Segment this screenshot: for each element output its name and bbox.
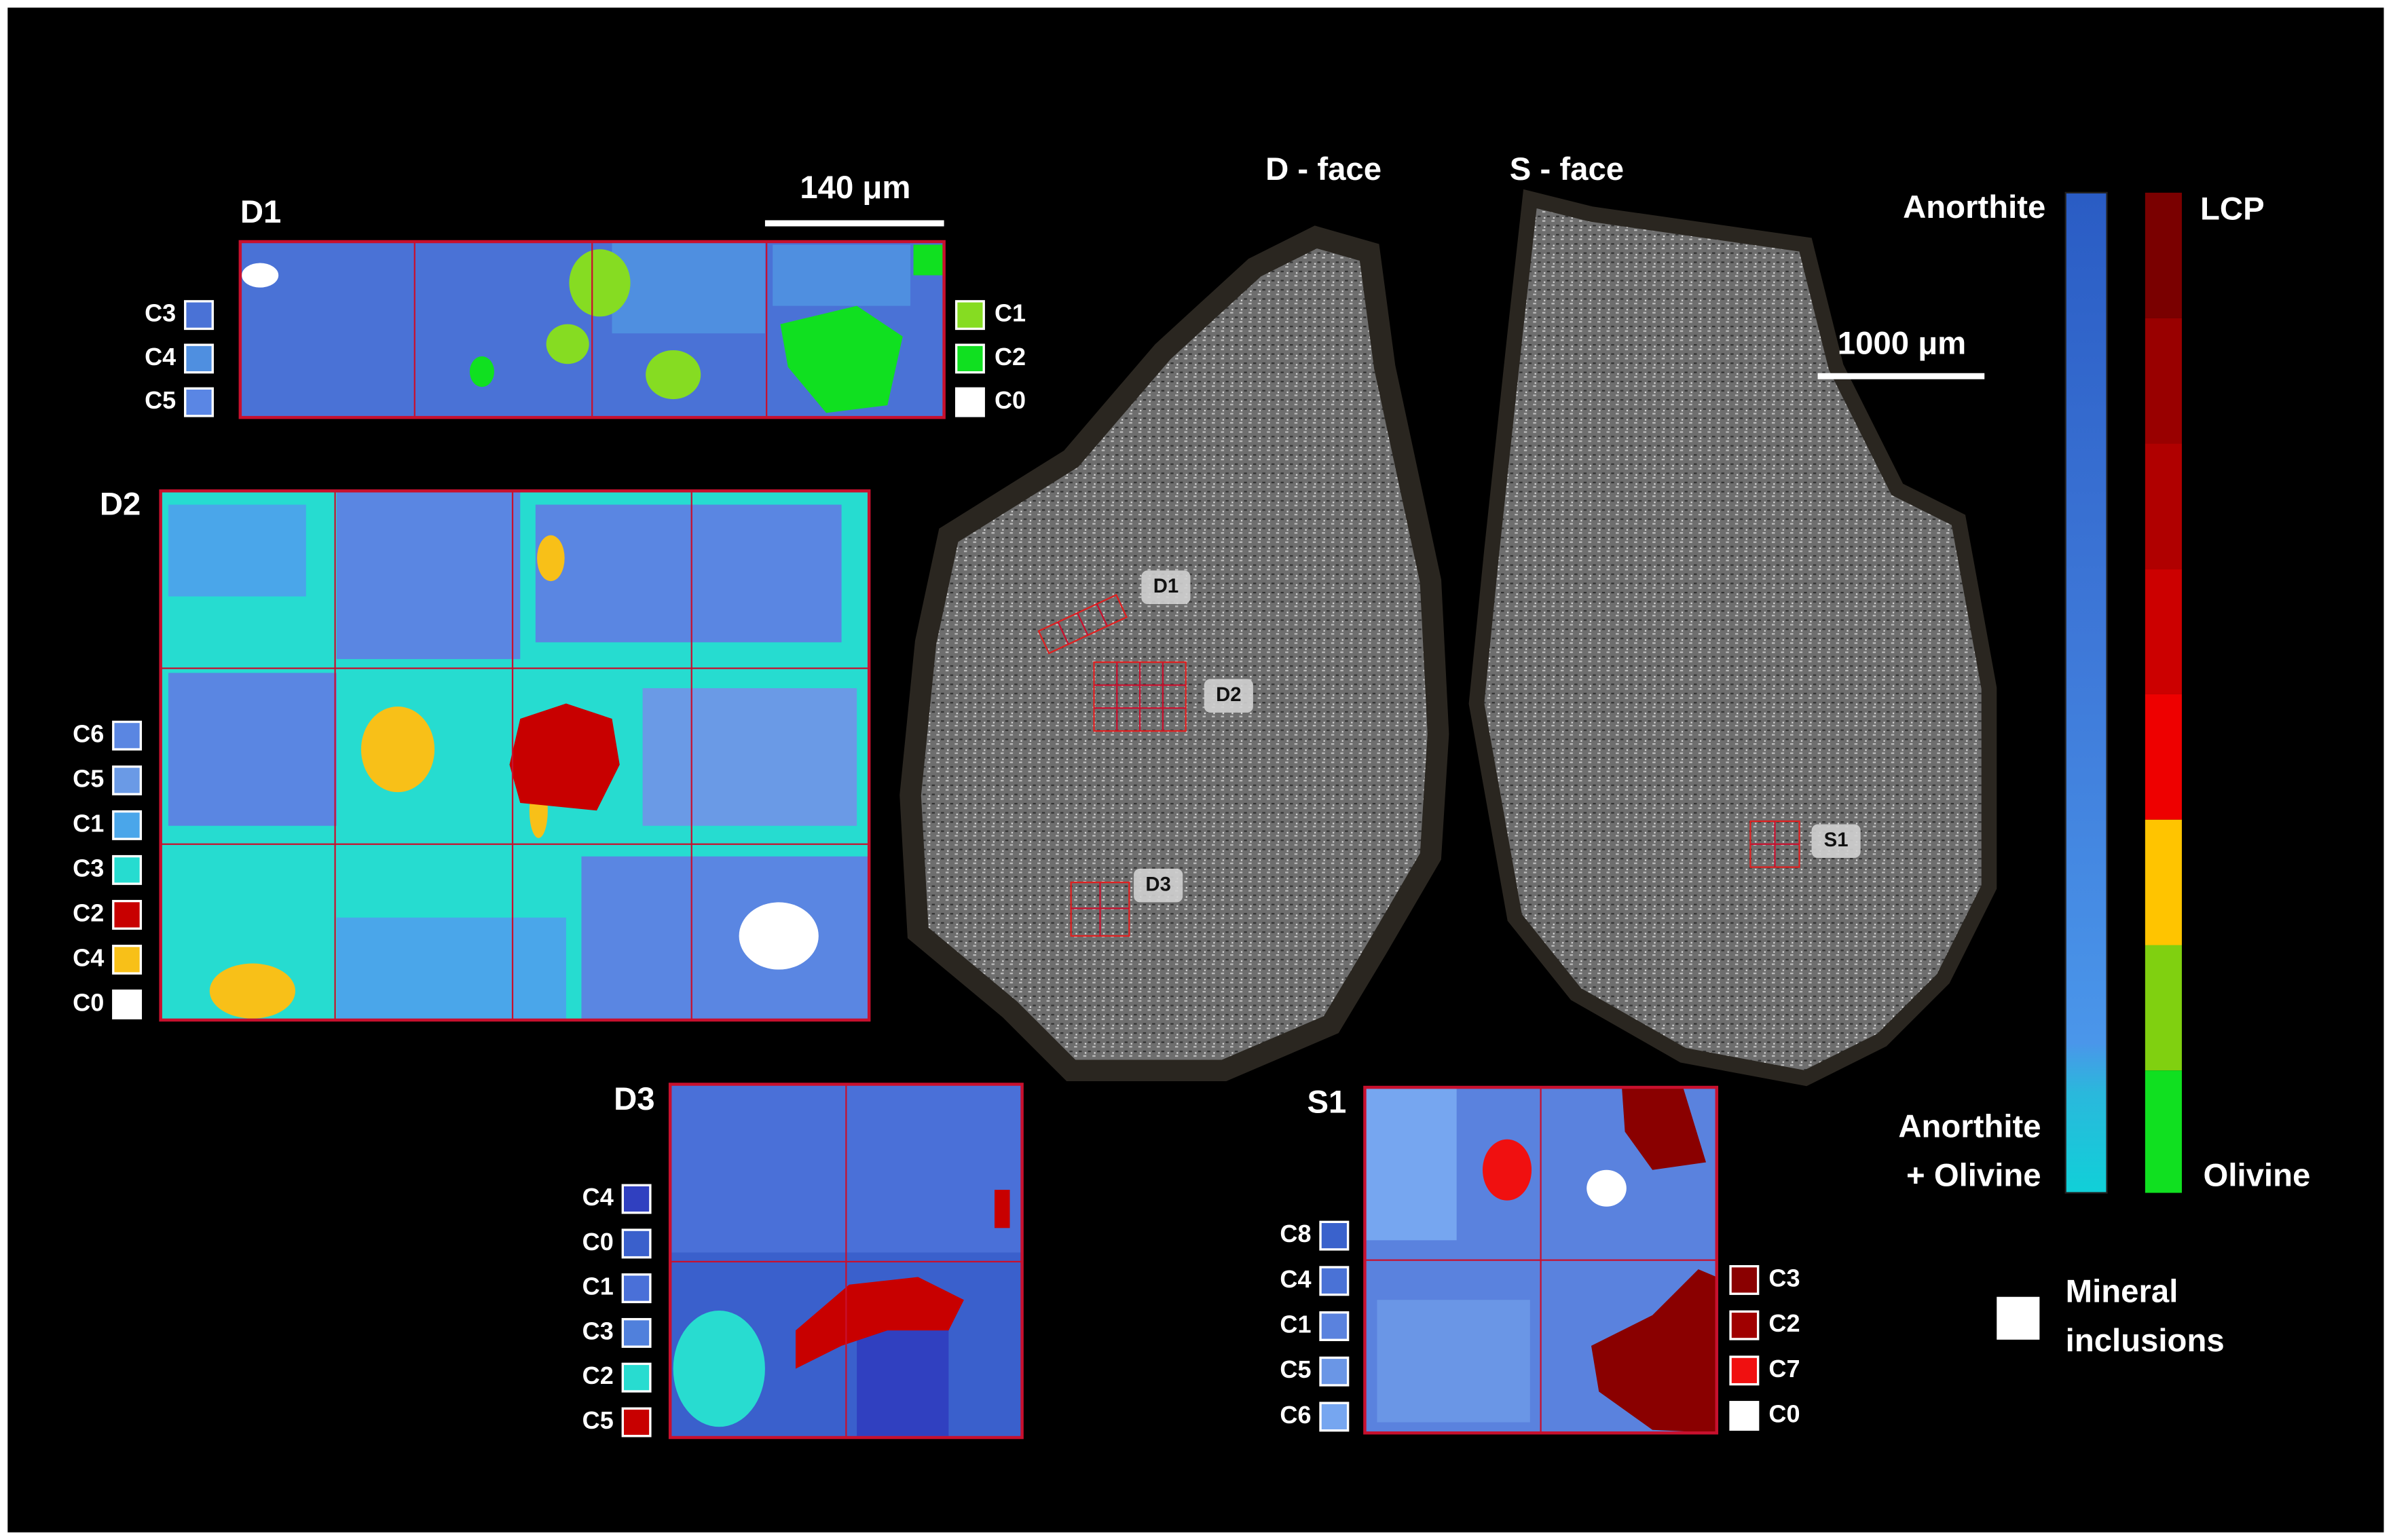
face-label: D - face	[1265, 151, 1381, 187]
legend-label: C2	[73, 899, 104, 926]
legend-label: C4	[145, 343, 176, 371]
legend-swatch	[621, 1407, 652, 1438]
legend-label: C1	[995, 299, 1026, 327]
colorbar-blue	[2064, 191, 2108, 1194]
colorbar-label: + Olivine	[1906, 1157, 2041, 1193]
legend-swatch	[621, 1273, 652, 1304]
scale-bar-label: 140 μm	[800, 170, 910, 206]
legend-label: C2	[995, 343, 1026, 371]
legend-swatch	[621, 1362, 652, 1393]
panel-title: D3	[614, 1081, 654, 1117]
colorbar-label: Anorthite	[1903, 189, 2045, 225]
legend-swatch	[1729, 1310, 1760, 1340]
legend-label: C2	[1768, 1309, 1800, 1337]
legend-label: C4	[73, 943, 104, 971]
legend-label: C1	[1280, 1311, 1311, 1338]
legend-label: C5	[582, 1406, 614, 1434]
legend-label: C4	[1280, 1265, 1311, 1293]
legend-swatch	[184, 300, 214, 331]
legend-swatch	[112, 899, 143, 930]
legend-label: C1	[582, 1273, 614, 1300]
legend-swatch	[1319, 1266, 1350, 1296]
legend-swatch	[1729, 1401, 1760, 1431]
legend-label: C0	[995, 386, 1026, 414]
legend-label: C5	[145, 386, 176, 414]
legend-swatch	[1319, 1402, 1350, 1432]
rock-d-face	[899, 225, 1449, 1082]
scale-bar-label: 1000 μm	[1838, 326, 1966, 362]
region-marker-tags	[1134, 570, 1861, 903]
legend-label: C3	[145, 299, 176, 327]
map-d2	[159, 489, 871, 1022]
legend-swatch	[621, 1184, 652, 1214]
legend-swatch	[621, 1228, 652, 1259]
legend-swatch	[621, 1317, 652, 1348]
legend-swatch	[1319, 1220, 1350, 1251]
legend-swatch	[184, 343, 214, 374]
legend-swatch	[112, 989, 143, 1019]
inclusion-label: Mineral	[2066, 1274, 2178, 1310]
legend-label: C4	[582, 1183, 614, 1211]
map-d1	[238, 240, 946, 419]
legend-label: C3	[73, 854, 104, 882]
region-marker: S1	[1824, 829, 1849, 851]
legend-label: C8	[1280, 1220, 1311, 1247]
panel-title: D1	[240, 194, 281, 230]
legend-swatch	[112, 944, 143, 975]
legend-label: C7	[1768, 1355, 1800, 1383]
legend-swatch	[112, 765, 143, 795]
legend-swatch	[184, 387, 214, 417]
map-s1	[1363, 1085, 1719, 1435]
map-d3	[668, 1083, 1024, 1440]
legend-label: C0	[73, 988, 104, 1016]
rock-s-face	[1468, 189, 1997, 1087]
face-label: S - face	[1510, 151, 1624, 187]
legend-swatch	[954, 387, 985, 417]
legend-swatch	[1319, 1356, 1350, 1387]
legend-label: C2	[582, 1361, 614, 1389]
legend-swatch	[112, 854, 143, 885]
legend-label: C3	[582, 1317, 614, 1345]
legend-swatch	[112, 720, 143, 751]
legend-swatch	[1729, 1355, 1760, 1386]
legend-label: C1	[73, 809, 104, 837]
legend-label: C5	[73, 764, 104, 792]
region-marker: D3	[1145, 873, 1170, 895]
region-marker: D1	[1153, 575, 1179, 597]
region-boxes	[1037, 594, 1800, 937]
legend-swatch	[1319, 1311, 1350, 1341]
colorbar-label: Olivine	[2204, 1157, 2311, 1193]
legend-label: C6	[1280, 1401, 1311, 1429]
legend-label: C0	[582, 1228, 614, 1256]
panel-title: S1	[1307, 1084, 1346, 1120]
legend-swatch	[954, 343, 985, 374]
legend-label: C6	[73, 719, 104, 747]
inclusion-label: inclusions	[2066, 1323, 2225, 1359]
legend-swatch	[1729, 1264, 1760, 1295]
legend-swatch	[112, 810, 143, 840]
colorbar-label: LCP	[2200, 191, 2265, 227]
legend-swatch	[954, 300, 985, 331]
inclusion-swatch	[1997, 1296, 2040, 1340]
legend-label: C3	[1768, 1264, 1800, 1292]
panel-title: D2	[100, 486, 141, 522]
region-marker: D2	[1216, 683, 1241, 706]
legend-label: C0	[1768, 1400, 1800, 1428]
colorbar-label: Anorthite	[1898, 1108, 2041, 1144]
legend-label: C5	[1280, 1355, 1311, 1383]
colorbar-red	[2145, 192, 2182, 1193]
